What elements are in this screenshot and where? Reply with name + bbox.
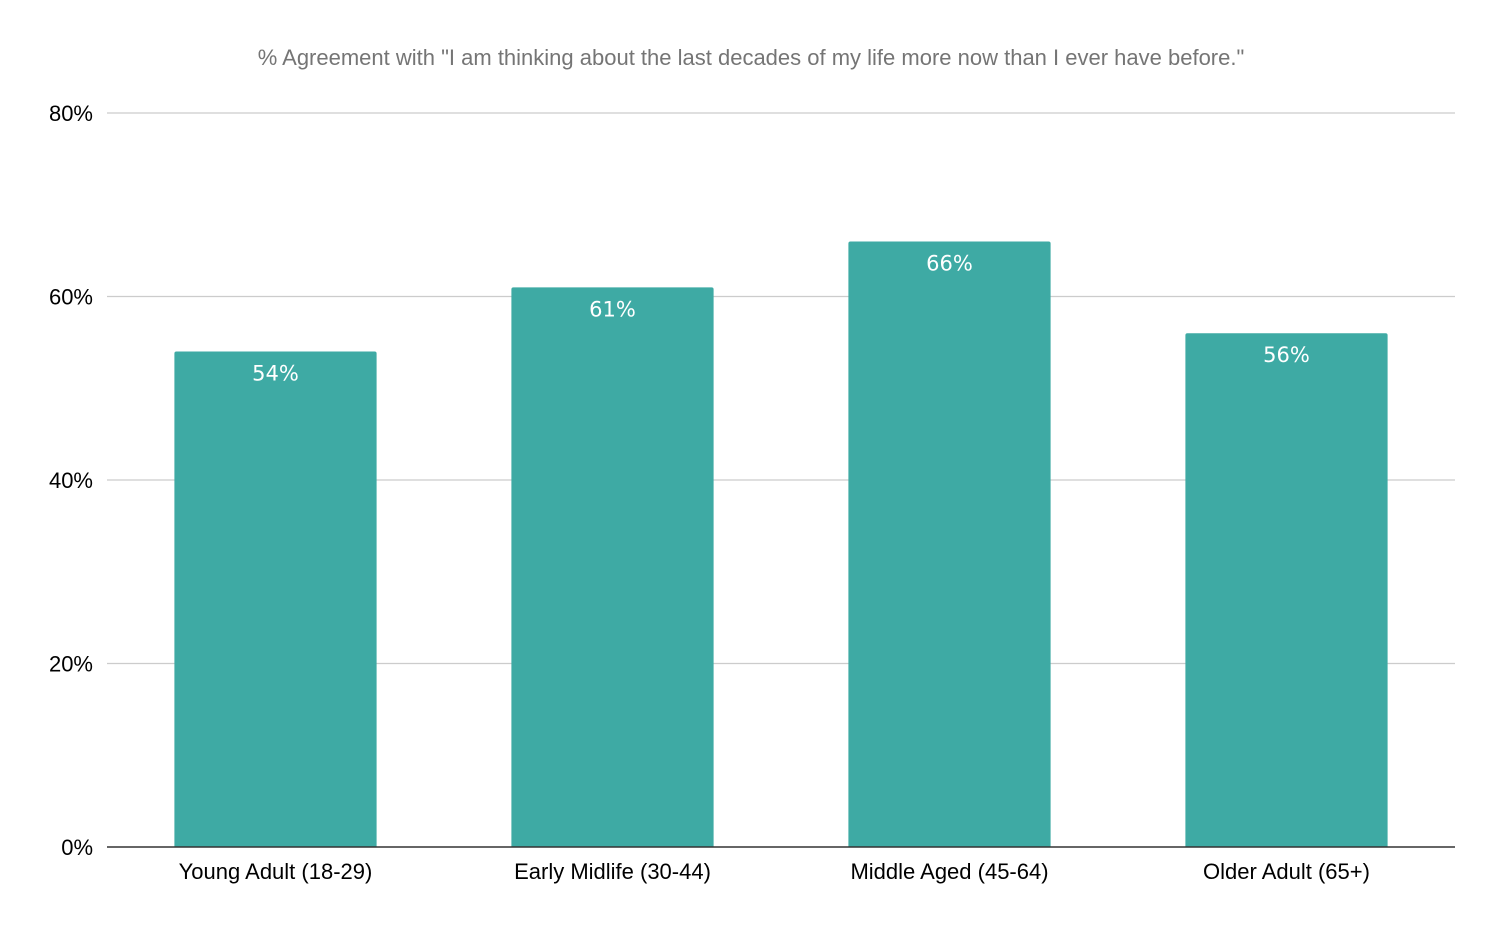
data-label: 66% (926, 251, 973, 275)
bar (1185, 333, 1388, 847)
x-tick-label: Young Adult (18-29) (179, 859, 373, 884)
y-tick-labels: 0% 20% 40% 60% 80% (49, 101, 93, 860)
y-tick-label: 80% (49, 101, 93, 126)
bar (511, 287, 714, 847)
data-label: 56% (1263, 343, 1310, 367)
x-tick-label: Older Adult (65+) (1203, 859, 1370, 884)
data-label: 61% (589, 297, 636, 321)
y-tick-label: 60% (49, 285, 93, 310)
x-tick-label: Middle Aged (45-64) (850, 859, 1048, 884)
y-tick-label: 40% (49, 468, 93, 493)
x-tick-label: Early Midlife (30-44) (514, 859, 711, 884)
chart-title: % Agreement with "I am thinking about th… (258, 45, 1245, 70)
bar (848, 241, 1051, 847)
bar (174, 351, 377, 847)
y-tick-label: 0% (61, 835, 93, 860)
data-labels: 54% 61% 66% 56% (252, 251, 1310, 385)
data-label: 54% (252, 362, 299, 386)
y-tick-label: 20% (49, 652, 93, 677)
x-tick-labels: Young Adult (18-29) Early Midlife (30-44)… (179, 859, 1370, 884)
bars (174, 241, 1388, 847)
